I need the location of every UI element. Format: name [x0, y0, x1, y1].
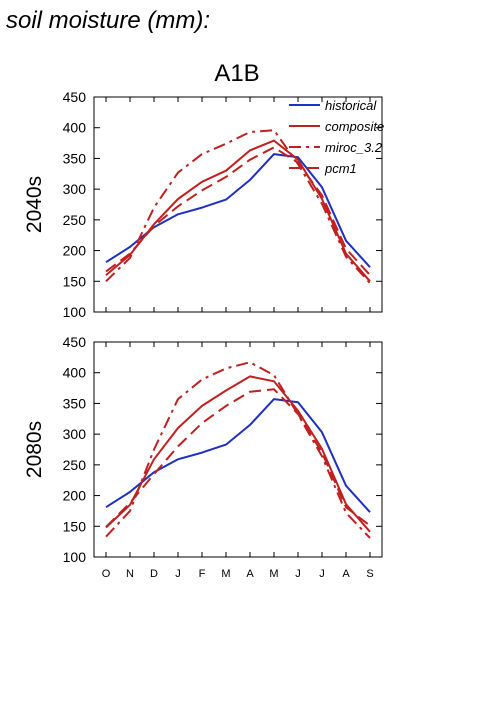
x-tick-label: J — [319, 568, 325, 580]
series-line-miroc-3-2 — [105, 361, 371, 539]
legend-label: miroc_3.2 — [325, 140, 383, 155]
x-tick-label: M — [221, 568, 230, 580]
y-tick-label: 100 — [63, 549, 87, 565]
legend-label: historical — [325, 98, 377, 113]
y-tick-label: 400 — [63, 120, 87, 136]
series-line-historical — [105, 398, 371, 513]
x-tick-label: D — [150, 568, 158, 580]
x-tick-label: F — [199, 568, 206, 580]
y-tick-label: 200 — [63, 488, 87, 504]
scenario-title: A1B — [214, 60, 259, 87]
row-label: 2040s — [23, 176, 46, 233]
x-tick-label: J — [175, 568, 181, 580]
chart-panels: 100 150 200 250 300 350 400 450 2040s historical c… — [23, 89, 384, 580]
y-tick-label: 350 — [63, 150, 87, 166]
x-tick-label: S — [366, 568, 373, 580]
series-line-miroc-3-2 — [105, 129, 371, 284]
y-tick-label: 400 — [63, 365, 87, 381]
row-label: 2080s — [23, 421, 46, 478]
y-tick-label: 300 — [63, 181, 87, 197]
y-tick-label: 250 — [63, 457, 87, 473]
y-tick-label: 150 — [63, 518, 87, 534]
y-tick-label: 150 — [63, 273, 87, 289]
y-tick-label: 300 — [63, 426, 87, 442]
series-line-composite — [105, 375, 371, 533]
y-tick-label: 250 — [63, 212, 87, 228]
y-tick-label: 450 — [63, 89, 87, 105]
panel-2040s: 100 150 200 250 300 350 400 450 2040s historical c… — [23, 89, 384, 320]
plot-frame — [93, 341, 383, 558]
y-tick-label: 350 — [63, 395, 87, 411]
x-tick-label: O — [102, 568, 111, 580]
x-tick-label: A — [246, 568, 254, 580]
x-tick-label: A — [342, 568, 350, 580]
y-tick-label: 200 — [63, 243, 87, 259]
legend-label: pcm1 — [324, 161, 357, 176]
plot-frame — [93, 96, 383, 313]
x-tick-label: J — [295, 568, 301, 580]
x-tick-label: N — [126, 568, 134, 580]
figure-title: soil moisture (mm): — [6, 7, 210, 34]
y-tick-label: 100 — [63, 304, 87, 320]
y-tick-label: 450 — [63, 334, 87, 350]
x-tick-label: M — [269, 568, 278, 580]
series-line-pcm1 — [105, 388, 371, 528]
series-line-pcm1 — [105, 146, 371, 276]
panel-2080s: 100 150 200 250 300 350 400 450 O N D J F M A M J J A S 2080… — [23, 334, 383, 580]
legend-label: composite — [325, 119, 384, 134]
legend: historical composite miroc_3.2 pcm1 — [289, 98, 384, 176]
